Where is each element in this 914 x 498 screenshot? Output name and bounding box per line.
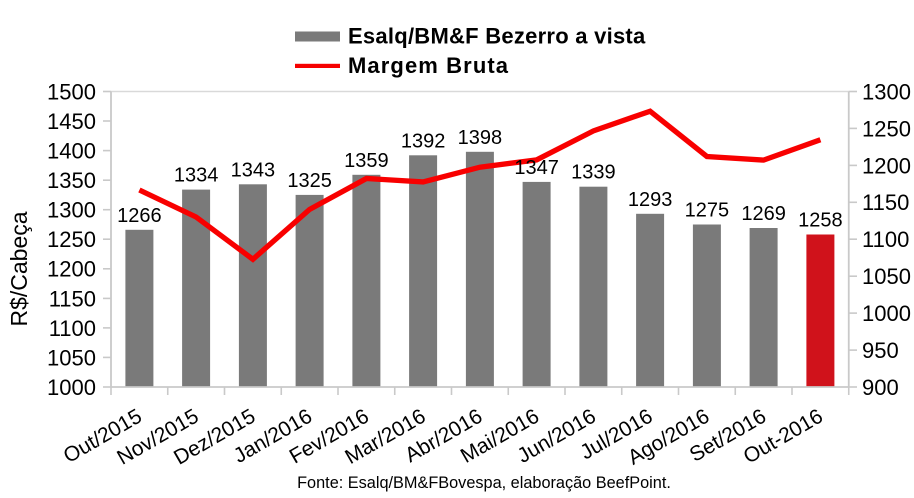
svg-text:1400: 1400 bbox=[47, 139, 96, 164]
svg-text:900: 900 bbox=[862, 375, 899, 400]
svg-text:Margem Bruta: Margem Bruta bbox=[348, 53, 509, 78]
svg-text:1250: 1250 bbox=[862, 116, 911, 141]
svg-text:1100: 1100 bbox=[862, 227, 909, 252]
svg-text:950: 950 bbox=[862, 338, 899, 363]
svg-text:1050: 1050 bbox=[862, 264, 911, 289]
svg-text:1339: 1339 bbox=[571, 162, 616, 184]
svg-text:1266: 1266 bbox=[117, 205, 162, 227]
svg-text:Fonte: Esalq/BM&FBovespa, elab: Fonte: Esalq/BM&FBovespa, elaboração Bee… bbox=[297, 474, 671, 492]
svg-text:1347: 1347 bbox=[514, 157, 559, 179]
svg-text:1150: 1150 bbox=[862, 190, 909, 215]
svg-text:R$/Cabeça: R$/Cabeça bbox=[6, 211, 32, 326]
svg-text:1100: 1100 bbox=[49, 316, 96, 341]
svg-text:1000: 1000 bbox=[47, 375, 96, 400]
svg-text:1392: 1392 bbox=[401, 130, 446, 152]
svg-text:1269: 1269 bbox=[741, 203, 786, 225]
svg-text:1200: 1200 bbox=[47, 257, 96, 282]
svg-text:1450: 1450 bbox=[47, 109, 96, 134]
svg-text:1150: 1150 bbox=[49, 286, 96, 311]
svg-text:1300: 1300 bbox=[862, 79, 911, 104]
svg-text:1334: 1334 bbox=[174, 165, 219, 187]
svg-text:1359: 1359 bbox=[344, 150, 389, 172]
svg-text:1000: 1000 bbox=[862, 301, 911, 326]
svg-text:Esalq/BM&F Bezerro a vista: Esalq/BM&F Bezerro a vista bbox=[348, 24, 646, 49]
svg-text:1398: 1398 bbox=[458, 127, 503, 149]
svg-text:1250: 1250 bbox=[47, 227, 96, 252]
svg-text:1300: 1300 bbox=[47, 198, 96, 223]
svg-text:1258: 1258 bbox=[798, 210, 843, 232]
svg-text:1350: 1350 bbox=[47, 168, 96, 193]
svg-text:1325: 1325 bbox=[287, 170, 332, 192]
svg-text:1050: 1050 bbox=[47, 345, 96, 370]
svg-text:1343: 1343 bbox=[231, 159, 276, 181]
svg-text:1200: 1200 bbox=[862, 153, 911, 178]
svg-text:1500: 1500 bbox=[47, 79, 96, 104]
svg-text:1293: 1293 bbox=[628, 189, 673, 211]
svg-text:1275: 1275 bbox=[685, 200, 730, 222]
